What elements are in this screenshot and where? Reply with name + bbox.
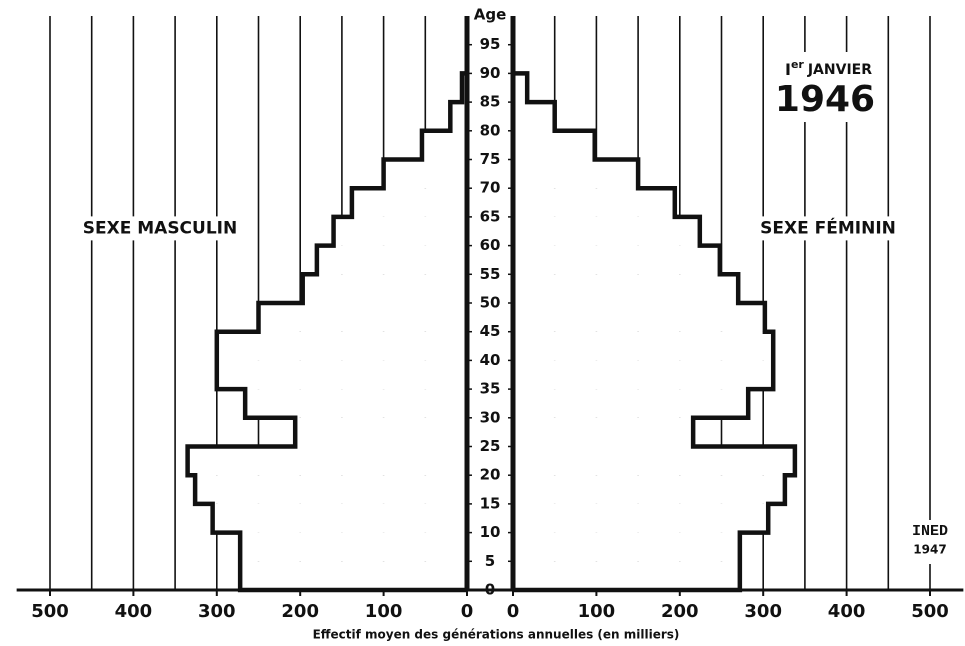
label-box <box>740 216 916 241</box>
outline <box>185 71 467 593</box>
bar <box>513 130 595 160</box>
x-tick-label: 0 <box>461 601 474 622</box>
bar <box>513 360 774 390</box>
x-tick-label: 100 <box>365 601 403 622</box>
bar <box>421 130 467 160</box>
bar <box>513 216 700 246</box>
bar <box>513 274 739 303</box>
bar <box>513 475 785 504</box>
y-tick-label: 55 <box>480 265 501 283</box>
y-tick-label: 90 <box>480 64 501 82</box>
y-tick-label: 10 <box>480 523 501 541</box>
date-label: Ier JANVIER <box>785 58 872 79</box>
y-tick-label: 75 <box>480 150 501 168</box>
bar <box>302 274 467 303</box>
bar <box>513 389 749 418</box>
bar <box>513 245 720 275</box>
x-tick-label: 200 <box>281 601 319 622</box>
y-tick-label: 25 <box>480 437 501 455</box>
bar <box>450 102 467 131</box>
y-tick-label: 30 <box>480 408 501 426</box>
bar <box>212 503 467 533</box>
source: INED <box>912 523 948 540</box>
bar <box>240 561 467 590</box>
source-year: 1947 <box>913 543 946 557</box>
title-box <box>768 52 882 122</box>
bar <box>351 188 467 217</box>
bar <box>513 159 639 189</box>
x-tick-label: 300 <box>744 601 782 622</box>
label-box <box>72 216 248 241</box>
y-tick-label: 50 <box>480 294 501 312</box>
logo-box <box>905 520 957 564</box>
y-tick-label: 40 <box>480 351 501 369</box>
x-tick-label: 400 <box>828 601 866 622</box>
bar <box>383 159 467 189</box>
x-axis-label: Effectif moyen des générations annuelles… <box>313 628 680 642</box>
chart-title: 1946 <box>775 79 875 120</box>
y-tick-label: 80 <box>480 121 501 139</box>
bar <box>513 446 795 476</box>
bar <box>513 532 740 562</box>
bar <box>258 303 467 332</box>
y-tick-label: 15 <box>480 494 501 512</box>
x-tick-label: 300 <box>198 601 236 622</box>
y-tick-label: 20 <box>480 466 501 484</box>
x-tick-label: 500 <box>911 601 949 622</box>
legend-label: SEXE MASCULIN <box>83 218 237 238</box>
bar <box>461 73 467 103</box>
y-tick-label: 95 <box>480 35 501 53</box>
y-tick-label: 60 <box>480 236 501 254</box>
bar <box>187 446 468 476</box>
bar <box>513 303 765 332</box>
legend-label: SEXE FÉMININ <box>760 216 896 238</box>
bar <box>513 188 675 217</box>
bar <box>195 475 467 504</box>
x-tick-label: 400 <box>115 601 153 622</box>
y-tick-label: 35 <box>480 380 501 398</box>
x-tick-label: 0 <box>507 601 520 622</box>
y-tick-label: 70 <box>480 179 501 197</box>
y-axis-label: Age <box>474 6 507 24</box>
bar <box>216 360 467 390</box>
date-month: JANVIER <box>807 62 872 78</box>
x-tick-label: 200 <box>661 601 699 622</box>
bar <box>513 503 769 533</box>
bar <box>316 245 467 275</box>
bar <box>216 331 467 361</box>
date-prefix: I <box>785 60 791 79</box>
bar <box>240 532 467 562</box>
x-tick-label: 500 <box>31 601 69 622</box>
y-tick-label: 5 <box>485 552 495 570</box>
bar <box>513 331 774 361</box>
bar <box>513 73 528 103</box>
outline <box>513 71 798 593</box>
y-tick-label: 45 <box>480 322 501 340</box>
bar <box>295 417 467 447</box>
bar <box>333 216 467 246</box>
x-tick-label: 100 <box>578 601 616 622</box>
bar <box>513 417 694 447</box>
bar <box>245 389 467 418</box>
date-sup: er <box>791 58 804 71</box>
y-tick-label: 85 <box>480 93 501 111</box>
y-tick-label: 65 <box>480 207 501 225</box>
bar <box>513 102 555 131</box>
bar <box>513 561 740 590</box>
